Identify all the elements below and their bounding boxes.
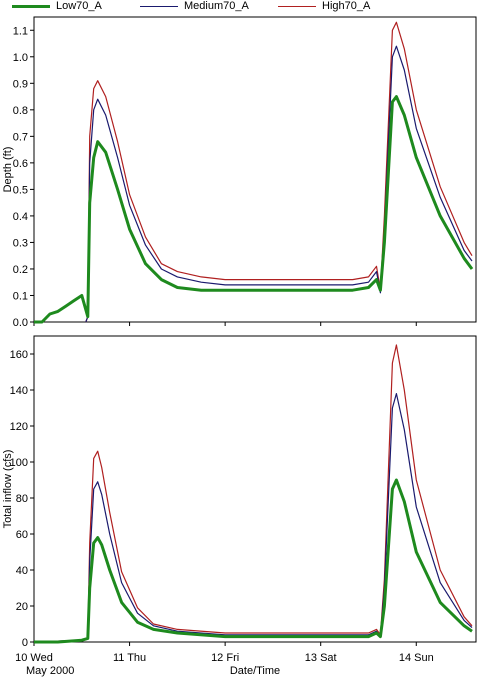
inflow-series-medium70_a [33, 393, 473, 643]
inflow-y-tick-label: 80 [16, 493, 28, 505]
inflow-y-axis-title: Total inflow (cfs) [2, 450, 14, 529]
x-tick-label: 14 Sun [399, 652, 434, 664]
inflow-y-tick-label: 20 [16, 601, 28, 613]
inflow-series-low70_a [34, 478, 473, 644]
depth-y-tick-label: 1.0 [13, 52, 28, 64]
inflow-y-tick-label: 160 [10, 349, 28, 361]
legend-swatch-low [12, 5, 50, 8]
depth-series-medium70_a [85, 45, 473, 323]
legend-label-low: Low70_A [56, 0, 102, 12]
x-axis-title: Date/Time [230, 665, 280, 677]
depth-y-tick-label: 0.5 [13, 184, 28, 196]
depth-y-tick-label: 1.1 [13, 25, 28, 37]
inflow-y-tick-label: 40 [16, 565, 28, 577]
inflow-y-tick-label: 120 [10, 421, 28, 433]
inflow-plot-frame [33, 335, 477, 643]
x-tick-label: 10 Wed [15, 652, 53, 664]
depth-series-high70_a [85, 21, 473, 323]
depth-y-tick-label: 0.8 [13, 105, 28, 117]
inflow-y-tick-label: 140 [10, 385, 28, 397]
chart-legend: Low70_A Medium70_A High70_A [0, 0, 499, 14]
legend-label-high: High70_A [322, 0, 371, 12]
legend-swatch-high [278, 6, 316, 7]
x-tick-label: 13 Sat [305, 652, 337, 664]
inflow-series-high70_a [33, 344, 473, 643]
legend-label-medium: Medium70_A [184, 0, 249, 12]
depth-y-tick-label: 0.4 [13, 211, 28, 223]
depth-y-tick-label: 0.0 [13, 317, 28, 329]
legend-swatch-medium [140, 6, 178, 7]
depth-y-tick-label: 0.6 [13, 158, 28, 170]
x-tick-label: 12 Fri [211, 652, 239, 664]
depth-y-tick-label: 0.7 [13, 131, 28, 143]
depth-plot-frame [33, 16, 477, 323]
depth-series-low70_a [34, 95, 474, 324]
depth-y-tick-label: 0.2 [13, 264, 28, 276]
depth-y-tick-label: 0.3 [13, 237, 28, 249]
depth-y-tick-label: 0.9 [13, 78, 28, 90]
x-tick-label: 11 Thu [113, 652, 146, 664]
x-axis-sublabel: May 2000 [26, 665, 74, 677]
depth-y-tick-label: 0.1 [13, 290, 28, 302]
depth-y-axis-title: Depth (ft) [2, 147, 14, 193]
inflow-y-tick-label: 100 [10, 457, 28, 469]
inflow-y-tick-label: 0 [22, 637, 28, 649]
inflow-y-tick-label: 60 [16, 529, 28, 541]
